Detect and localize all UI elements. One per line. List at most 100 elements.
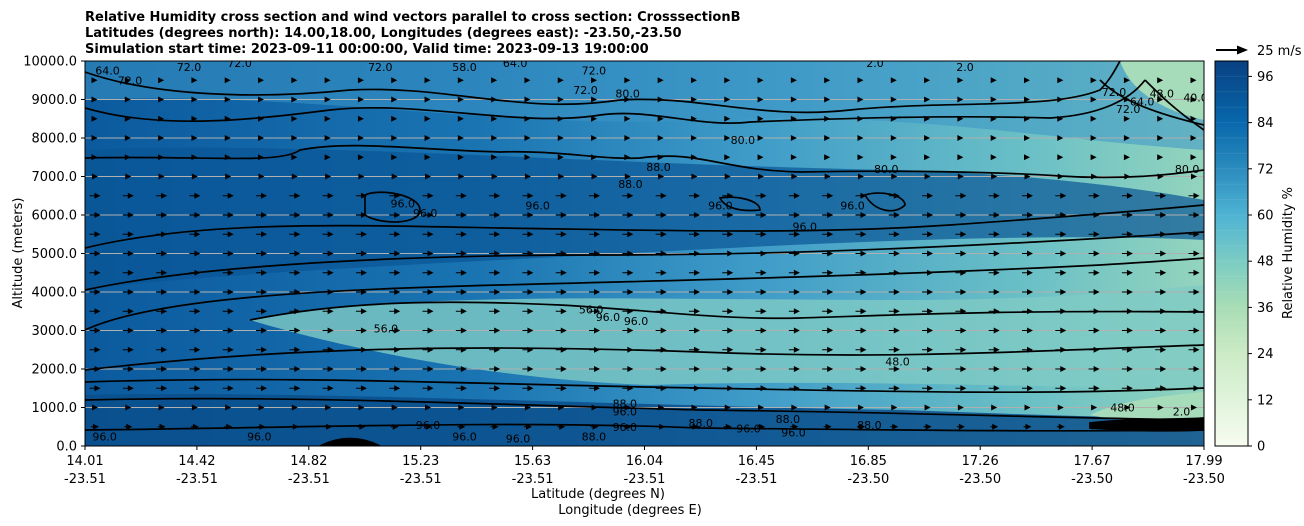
wind-arrow (224, 77, 231, 84)
wind-arrow (1021, 366, 1033, 372)
wind-arrow (391, 96, 398, 103)
wind-arrow (1188, 231, 1200, 238)
x-tick-label-lat: 16.04 (626, 454, 663, 469)
wind-arrow (624, 173, 631, 180)
contour-line-72 (85, 61, 1121, 114)
wind-arrow (990, 96, 997, 103)
wind-arrow (1188, 212, 1200, 218)
x-tick-label-lat: 17.99 (1185, 454, 1222, 469)
wind-arrow (788, 289, 800, 295)
wind-arrow (822, 385, 834, 392)
wind-arrow (357, 115, 364, 122)
wind-arrow (855, 231, 867, 238)
wind-arrow (722, 308, 734, 315)
colorbar: 0 12 24 36 48 60 72 84 96 Relative Humidity % (1214, 60, 1296, 455)
wind-arrow (824, 96, 831, 103)
wind-arrow (358, 173, 365, 180)
wind-arrow (324, 154, 331, 161)
wind-arrow (1055, 231, 1067, 238)
wind-arrow (655, 212, 667, 218)
wind-arrow (755, 269, 767, 276)
wind-arrow (788, 366, 800, 372)
wind-arrow (557, 96, 564, 103)
wind-arrow (191, 115, 198, 122)
chart-title-line-1: Relative Humidity cross section and wind… (85, 10, 741, 25)
wind-arrow (855, 212, 867, 218)
wind-arrow (391, 173, 398, 180)
colorbar-border (1214, 60, 1249, 447)
wind-arrow (688, 327, 700, 334)
wind-arrow (824, 115, 831, 122)
wind-arrow (256, 250, 268, 257)
wind-arrow (688, 212, 700, 218)
wind-arrow (758, 173, 765, 180)
colorbar-tick-label: 24 (1257, 347, 1274, 362)
wind-arrow (1088, 250, 1100, 257)
wind-arrow (222, 346, 234, 353)
wind-arrow (688, 269, 700, 276)
chart-title-line-2: Latitudes (degrees north): 14.00,18.00, … (85, 26, 682, 41)
colorbar-tick-label: 48 (1257, 255, 1274, 270)
wind-arrow (191, 96, 198, 103)
wind-arrow (890, 115, 897, 122)
wind-arrow (156, 192, 168, 199)
wind-arrow (655, 269, 667, 276)
wind-arrow (489, 269, 501, 276)
contour-label: 88.0 (776, 413, 801, 426)
wind-arrow (325, 404, 332, 411)
wind-arrow (524, 173, 531, 180)
wind-arrow (1121, 289, 1133, 295)
wind-arrow (888, 308, 900, 315)
wind-arrow (1191, 173, 1197, 180)
wind-arrow (822, 269, 834, 276)
x-axis: 14.01 -23.51 14.42 -23.51 14.82 -23.51 15.23 -2… (64, 446, 1225, 487)
contour-label: 48.0 (1110, 402, 1135, 415)
contour-label: 72.0 (177, 61, 202, 74)
wind-arrow (1121, 327, 1133, 334)
wind-arrow (955, 250, 967, 257)
wind-arrow (1188, 385, 1200, 392)
x-tick-label-lon: -23.50 (959, 472, 1001, 487)
humidity-region-surface (85, 393, 1204, 446)
wind-arrow (757, 154, 764, 161)
wind-arrow (1055, 327, 1067, 334)
wind-arrow (1021, 231, 1033, 238)
wind-arrow (822, 308, 834, 315)
wind-arrow (1057, 173, 1064, 180)
wind-arrow (624, 404, 631, 411)
wind-arrow (757, 135, 764, 141)
wind-arrow (92, 404, 98, 411)
wind-arrow (891, 404, 898, 411)
wind-arrow (555, 346, 567, 353)
wind-arrow (688, 366, 700, 372)
wind-arrow (755, 192, 767, 199)
colorbar-tick-label: 36 (1257, 301, 1274, 316)
wind-arrow (156, 308, 168, 315)
wind-arrow (189, 385, 201, 392)
wind-arrow (256, 385, 268, 392)
y-tick-label: 5000.0 (32, 247, 78, 262)
wind-arrow (355, 366, 367, 372)
wind-arrow (256, 212, 268, 218)
x-tick-label-lat: 14.42 (178, 454, 215, 469)
wind-arrow (222, 366, 234, 372)
wind-arrow (1021, 385, 1033, 392)
wind-arrow (191, 173, 198, 180)
wind-arrow (622, 385, 634, 392)
wind-arrow (589, 269, 601, 276)
wind-arrow (357, 423, 366, 430)
wind-arrow (422, 385, 434, 392)
wind-arrow (489, 366, 501, 372)
wind-arrow (1088, 231, 1100, 238)
contour-label: 72.0 (573, 84, 598, 97)
wind-arrow (724, 154, 731, 161)
contour-label: 2.0 (956, 61, 974, 74)
wind-arrow (1155, 308, 1167, 315)
wind-arrow (357, 135, 364, 141)
wind-arrow (991, 404, 998, 411)
contour-line-56 (85, 344, 1204, 371)
contour-label: 96.0 (247, 430, 272, 443)
wind-arrow (1190, 135, 1197, 141)
wind-arrow (757, 423, 766, 430)
contour-label: 80.0 (731, 134, 756, 147)
